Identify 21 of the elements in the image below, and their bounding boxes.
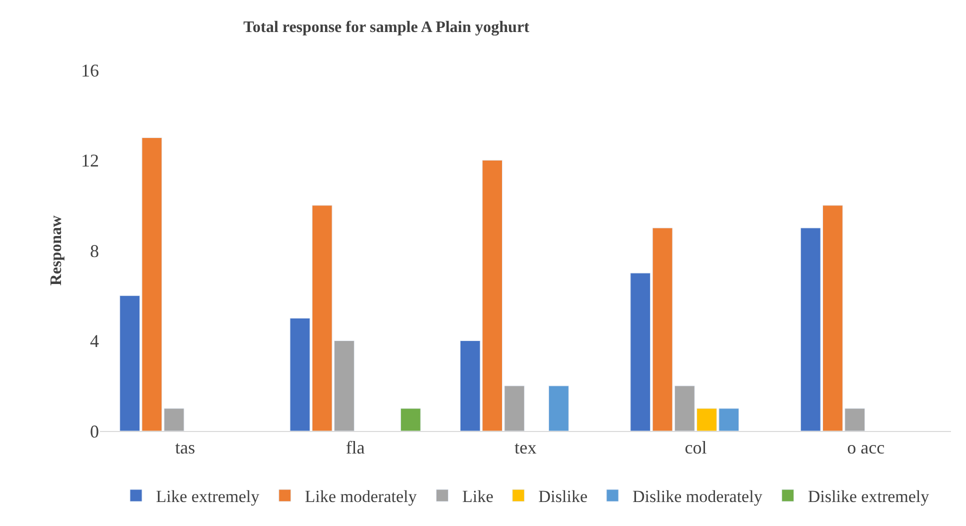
legend-label: Dislike bbox=[538, 487, 588, 506]
y-tick-label: 0 bbox=[90, 421, 99, 442]
chart-title: Total response for sample A Plain yoghurt bbox=[243, 19, 530, 36]
y-tick-label: 8 bbox=[90, 240, 99, 261]
bar bbox=[164, 408, 184, 431]
legend-label: Like bbox=[462, 487, 494, 506]
legend-label: Dislike moderately bbox=[632, 487, 763, 506]
legend-label: Dislike extremely bbox=[808, 487, 930, 506]
bar bbox=[400, 408, 421, 431]
bar bbox=[548, 386, 569, 431]
x-tick-label: o acc bbox=[847, 438, 885, 458]
y-axis-title: Responaw bbox=[48, 214, 65, 286]
x-tick-label: tas bbox=[175, 438, 196, 458]
legend-label: Like extremely bbox=[156, 487, 260, 506]
y-tick-label: 16 bbox=[81, 60, 99, 80]
y-tick-label: 4 bbox=[90, 331, 99, 352]
x-tick-label: fla bbox=[346, 438, 365, 458]
x-tick-label: col bbox=[684, 438, 707, 458]
y-tick-label: 12 bbox=[81, 150, 99, 171]
legend-label: Like moderately bbox=[304, 487, 418, 506]
x-tick-label: tex bbox=[514, 438, 536, 458]
